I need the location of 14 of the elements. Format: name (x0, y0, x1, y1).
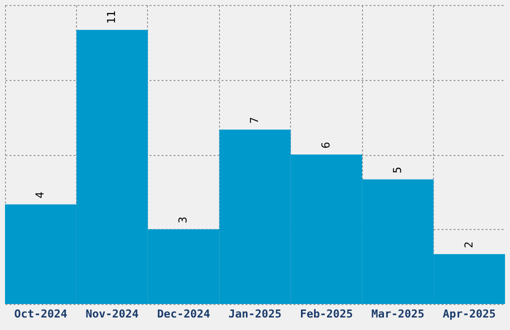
data-label: 11 (105, 10, 118, 24)
x-tick-label: Jan-2025 (228, 308, 282, 320)
x-tick-label: Nov-2024 (86, 308, 140, 320)
data-label: 4 (34, 191, 47, 198)
data-label: 3 (176, 216, 190, 224)
x-tick-label: Apr-2025 (442, 308, 496, 320)
x-tick-label: Mar-2025 (371, 308, 424, 320)
x-tick-label: Dec-2024 (157, 308, 210, 320)
x-tick-label: Feb-2025 (300, 308, 353, 320)
data-label: 6 (319, 142, 332, 148)
data-label: 7 (248, 116, 261, 124)
data-label: 5 (390, 166, 404, 174)
data-label: 2 (462, 242, 476, 248)
x-tick-label: Oct-2024 (14, 308, 68, 320)
